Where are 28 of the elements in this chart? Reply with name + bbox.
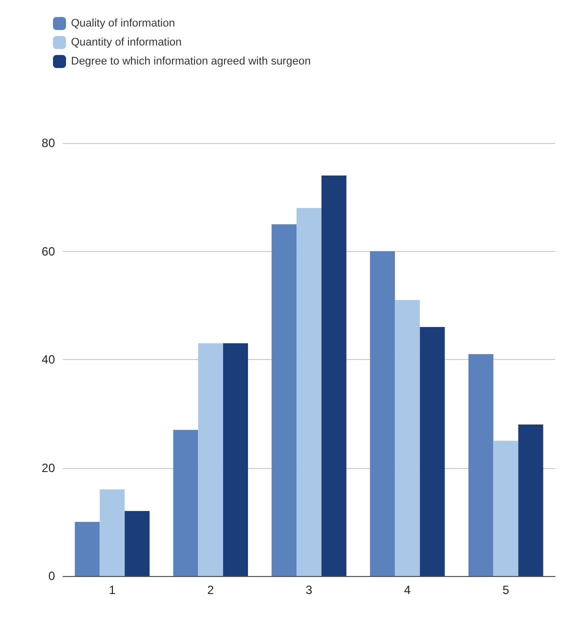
- legend-label: Quality of information: [71, 18, 175, 30]
- bar: [100, 489, 125, 576]
- bar: [321, 175, 346, 576]
- x-tick-label: 2: [207, 583, 214, 597]
- bar: [296, 208, 322, 576]
- bar: [198, 343, 224, 576]
- legend-label: Degree to which information agreed with surgeon: [71, 56, 311, 68]
- bar: [74, 522, 100, 576]
- bar: [124, 511, 150, 576]
- y-tick-label: 40: [42, 352, 56, 366]
- x-tick-label: 3: [306, 583, 313, 597]
- bar: [493, 440, 518, 576]
- bar: [370, 251, 395, 576]
- y-tick-label: 60: [42, 244, 56, 258]
- x-tick-label: 5: [502, 583, 510, 597]
- bar: [420, 327, 445, 576]
- x-tick-label: 4: [404, 583, 412, 597]
- y-tick-label: 80: [42, 136, 56, 150]
- y-tick-label: 0: [48, 569, 56, 583]
- bar: [173, 430, 198, 576]
- bar: [518, 424, 544, 576]
- x-tick-label: 1: [108, 583, 116, 597]
- bar: [394, 300, 420, 576]
- bar: [223, 343, 248, 576]
- y-tick-label: 20: [42, 460, 56, 475]
- bar: [468, 354, 494, 576]
- bar: [272, 224, 297, 576]
- legend-label: Quantity of information: [71, 36, 182, 48]
